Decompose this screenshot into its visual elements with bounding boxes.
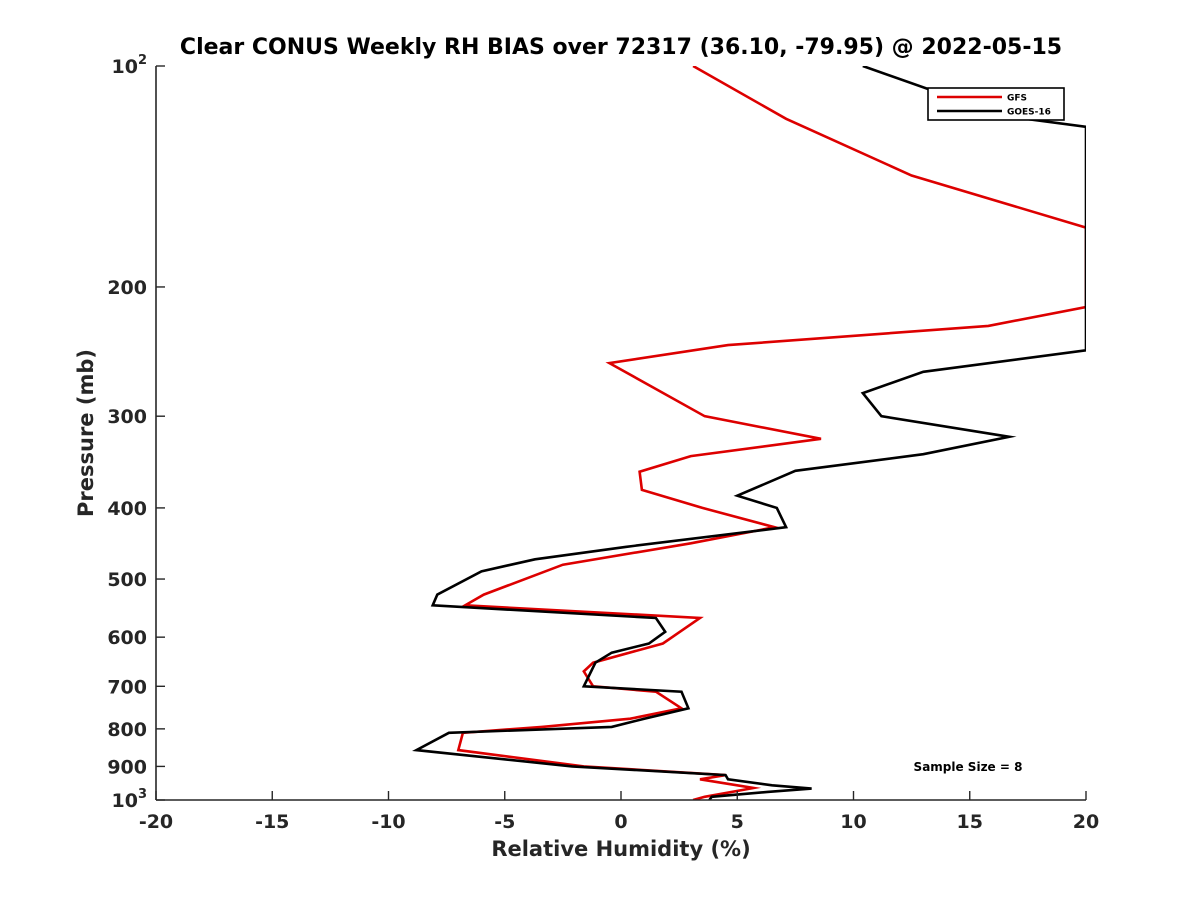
y-tick-label-base: 700 <box>107 676 147 698</box>
y-tick-label: 700 <box>107 676 147 698</box>
y-tick-label: 500 <box>107 569 147 591</box>
y-tick-label-base: 10 <box>112 790 138 812</box>
x-tick-label: -20 <box>139 811 173 833</box>
y-axis-label: Pressure (mb) <box>74 349 98 517</box>
x-axis-ticks: -20 -15 -10 -5 0 5 10 15 20 <box>139 791 1099 833</box>
y-tick-label-base: 500 <box>107 569 147 591</box>
y-tick-label-base: 300 <box>107 406 147 428</box>
y-tick-label: 300 <box>107 406 147 428</box>
y-tick-label: 102 <box>112 53 148 78</box>
legend-label: GFS <box>1007 94 1027 104</box>
y-tick-label: 800 <box>107 719 147 741</box>
x-tick-label: 0 <box>614 811 627 833</box>
y-tick-label: 400 <box>107 498 147 520</box>
y-tick-label-base: 800 <box>107 719 147 741</box>
x-tick-label: -10 <box>371 811 405 833</box>
y-tick-label: 200 <box>107 277 147 299</box>
x-tick-label: -5 <box>494 811 515 833</box>
y-tick-label: 103 <box>112 787 148 812</box>
y-tick-label: 900 <box>107 756 147 778</box>
legend: GFS GOES-16 <box>927 87 1065 121</box>
plot-area <box>156 66 1086 800</box>
legend-box <box>927 87 1065 121</box>
chart-title: Clear CONUS Weekly RH BIAS over 72317 (3… <box>180 35 1062 60</box>
y-tick-label-exponent: 3 <box>138 787 147 802</box>
legend-label: GOES-16 <box>1007 108 1051 118</box>
x-axis-label: Relative Humidity (%) <box>491 837 750 861</box>
y-tick-label-exponent: 2 <box>138 53 147 68</box>
sample-size-annotation: Sample Size = 8 <box>914 760 1023 774</box>
y-tick-label-base: 600 <box>107 627 147 649</box>
x-tick-label: -15 <box>255 811 289 833</box>
x-tick-label: 20 <box>1073 811 1099 833</box>
x-tick-label: 10 <box>840 811 866 833</box>
y-tick-label-base: 900 <box>107 756 147 778</box>
series-line-goes-16 <box>412 66 1086 800</box>
y-tick-label-base: 10 <box>112 56 138 78</box>
y-tick-label: 600 <box>107 627 147 649</box>
series-line-gfs <box>456 66 1086 800</box>
x-tick-label: 15 <box>957 811 983 833</box>
y-tick-label-base: 200 <box>107 277 147 299</box>
x-tick-label: 5 <box>731 811 744 833</box>
series-layer <box>412 66 1086 800</box>
y-tick-label-base: 400 <box>107 498 147 520</box>
